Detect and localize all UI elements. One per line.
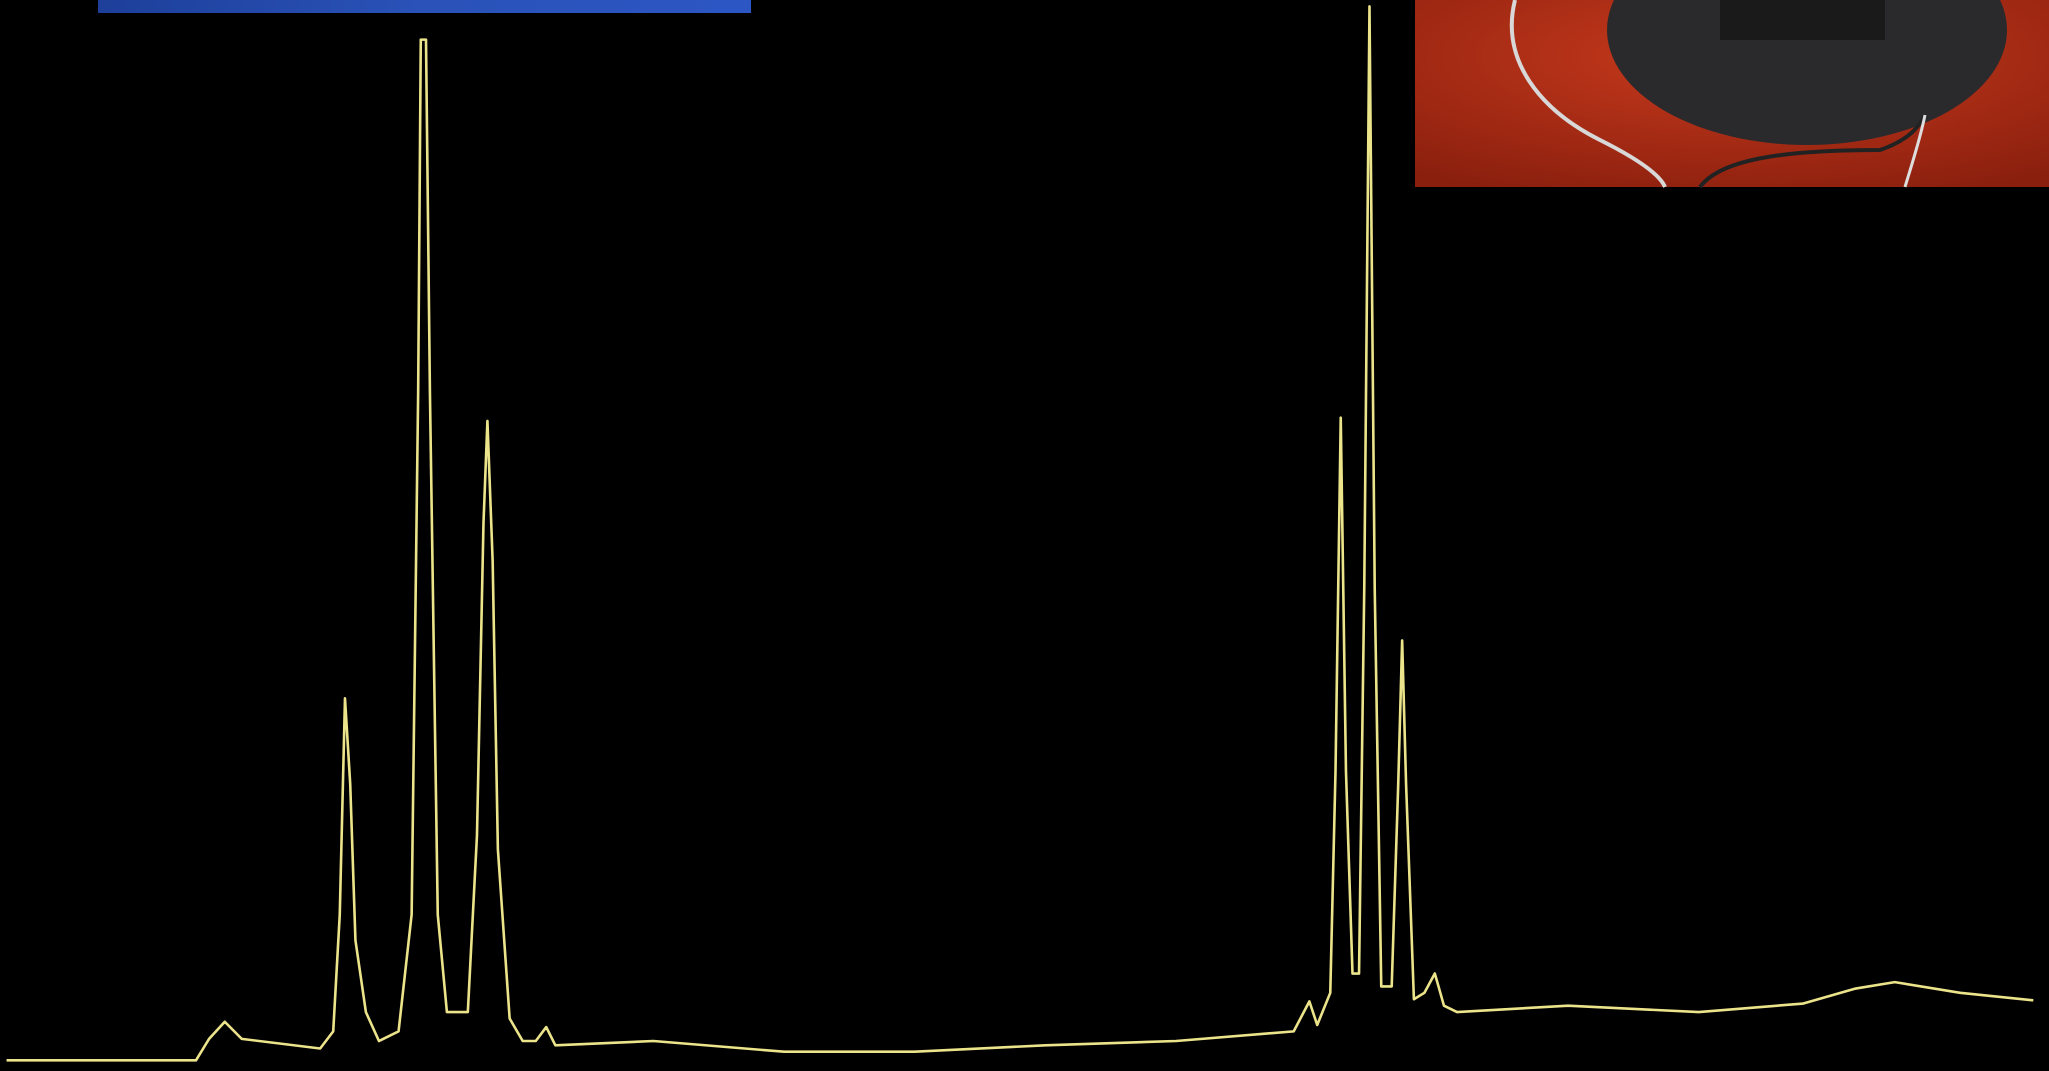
cable	[1903, 114, 1927, 188]
spectrum-line	[6, 5, 2034, 1062]
cable	[1509, 0, 1667, 188]
speaker-top	[1720, 0, 1885, 40]
speaker	[1607, 0, 2007, 145]
cable	[1698, 114, 1927, 189]
photo	[1415, 0, 2049, 189]
photo-strip	[98, 0, 751, 13]
